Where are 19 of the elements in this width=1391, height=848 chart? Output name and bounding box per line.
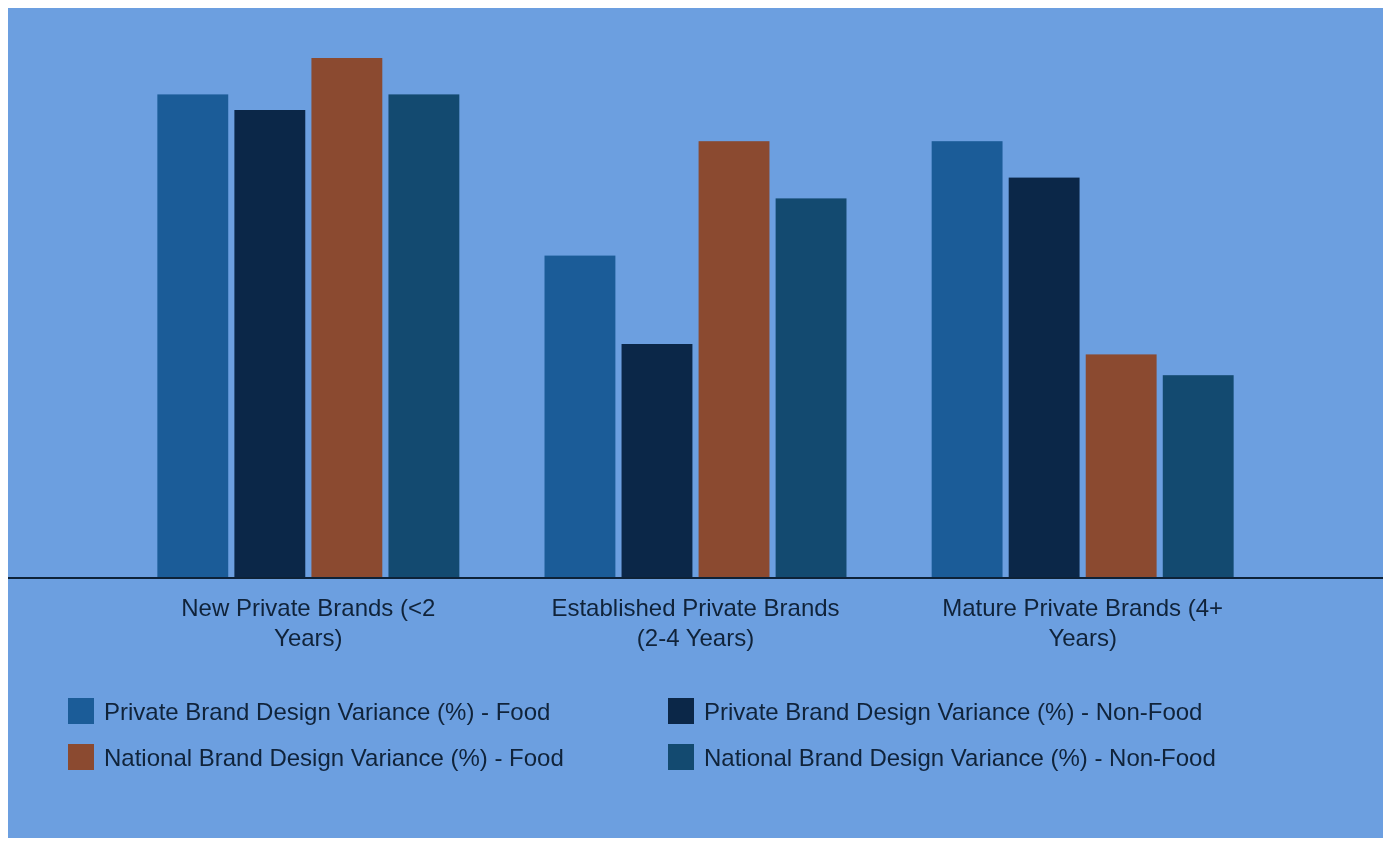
bar: [544, 255, 616, 578]
bar: [1008, 177, 1080, 578]
legend-label: National Brand Design Variance (%) - Food: [104, 744, 564, 771]
bar: [931, 141, 1003, 578]
bar: [698, 141, 770, 578]
bar: [388, 94, 460, 578]
x-tick-label: Established Private Brands (2-4 Years): [551, 594, 840, 651]
bar: [775, 198, 847, 578]
bar: [1162, 375, 1234, 578]
x-tick-label: Mature Private Brands (4+ Years): [942, 594, 1224, 651]
legend-label: Private Brand Design Variance (%) - Non-Food: [704, 698, 1203, 725]
bar: [621, 344, 693, 578]
bar: [157, 94, 229, 578]
bar: [311, 58, 383, 578]
x-tick-label: New Private Brands (<2 Years): [181, 594, 436, 651]
legend-label: National Brand Design Variance (%) - Non-Food: [704, 744, 1216, 771]
bar: [234, 110, 306, 578]
bar: [1085, 354, 1157, 578]
legend-label: Private Brand Design Variance (%) - Food: [104, 698, 551, 725]
